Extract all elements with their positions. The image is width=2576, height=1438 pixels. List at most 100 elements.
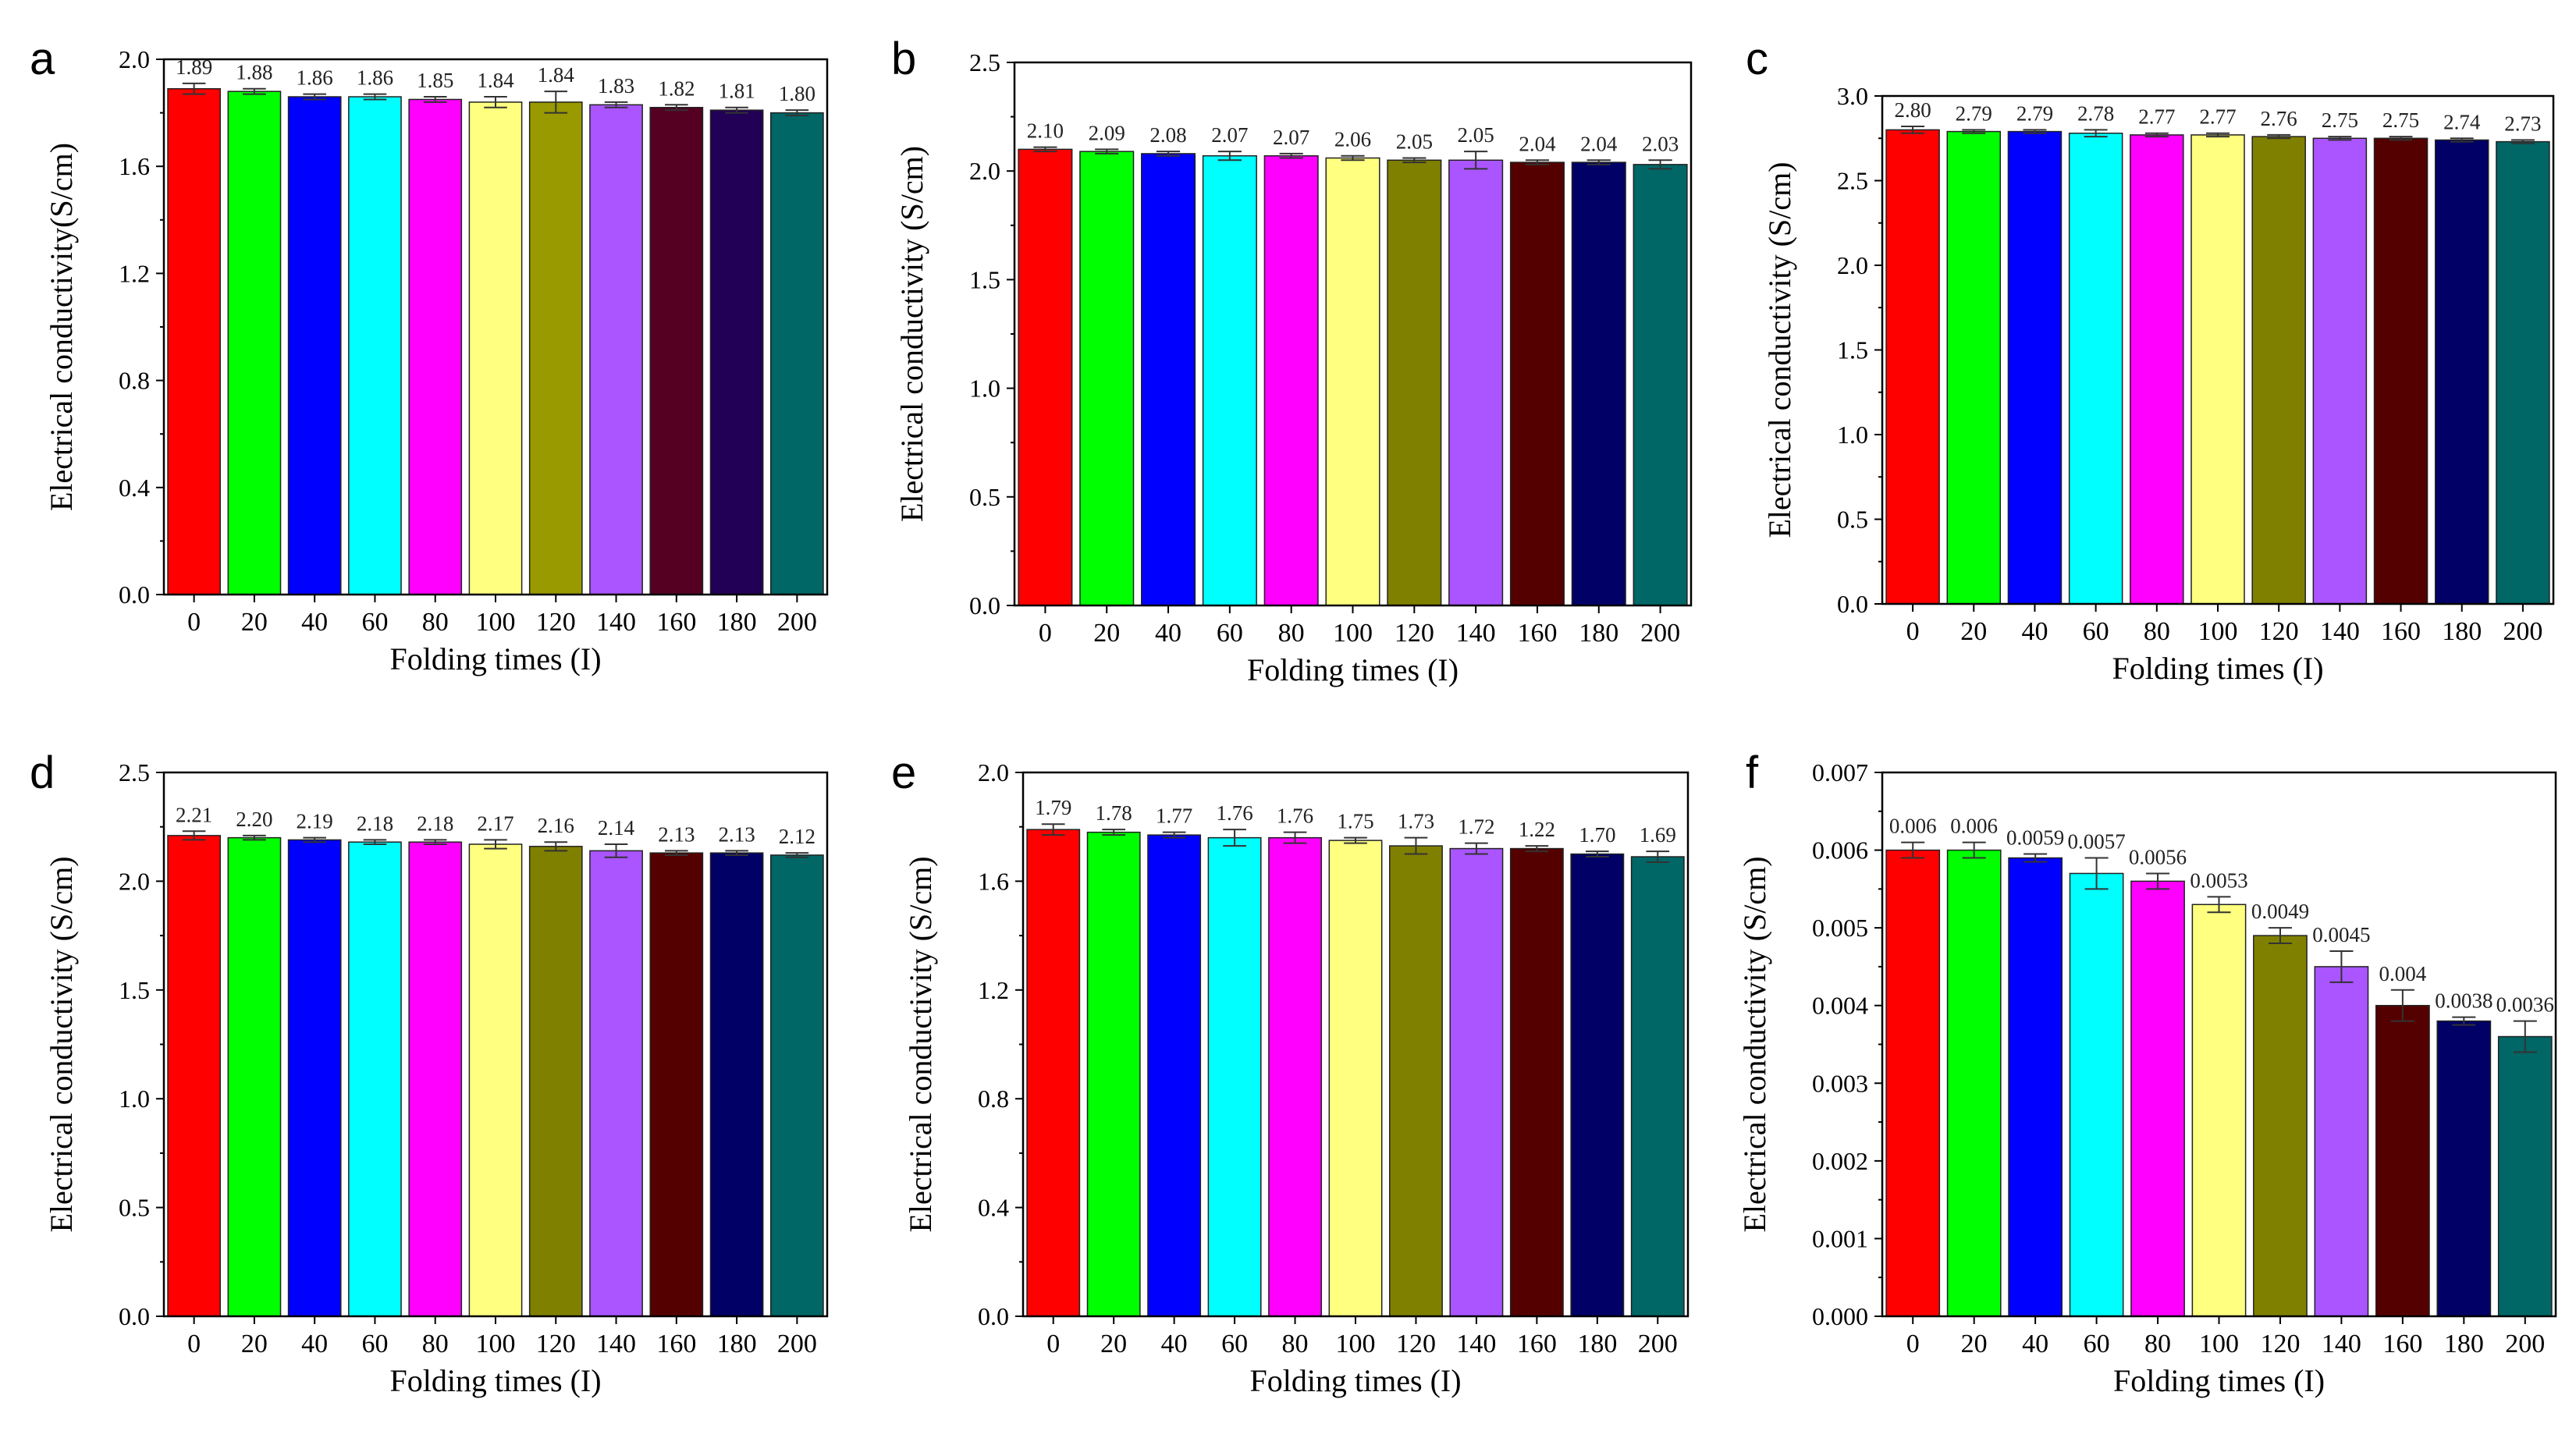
- data-label: 2.74: [2443, 110, 2481, 133]
- x-axis-label: Folding times (I): [389, 1363, 601, 1398]
- bar: [1328, 840, 1383, 1317]
- y-axis-label: Electrical conductivity (S/cm): [894, 146, 929, 522]
- x-tick-label: 200: [1640, 619, 1680, 648]
- data-label: 2.75: [2322, 108, 2358, 132]
- bar: [1268, 836, 1322, 1317]
- bar: [1449, 847, 1504, 1317]
- x-tick-label: 80: [2144, 1330, 2171, 1358]
- data-label: 0.0059: [2006, 826, 2064, 850]
- data-label: 2.21: [176, 803, 212, 826]
- x-tick-label: 120: [2260, 1330, 2300, 1358]
- x-tick-label: 160: [2381, 617, 2421, 646]
- y-tick-label: 0.5: [1837, 506, 1868, 534]
- y-tick-label: 2.5: [969, 48, 1000, 76]
- data-label: 0.006: [1950, 815, 1998, 838]
- panel-letter: b: [891, 34, 916, 84]
- data-label: 2.19: [297, 810, 333, 833]
- bar: [1263, 154, 1319, 606]
- y-tick-label: 0.002: [1812, 1147, 1868, 1175]
- bar: [1448, 159, 1504, 606]
- y-tick-label: 0.4: [978, 1194, 1009, 1222]
- data-label: 2.79: [2016, 101, 2053, 125]
- data-label: 2.06: [1334, 128, 1371, 151]
- bar: [408, 841, 463, 1317]
- x-tick-label: 40: [1161, 1330, 1188, 1358]
- bar: [287, 839, 342, 1317]
- bar: [589, 104, 643, 595]
- data-label: 2.05: [1396, 130, 1433, 153]
- bar: [2253, 935, 2308, 1317]
- y-tick-label: 0.006: [1812, 836, 1868, 865]
- x-tick-label: 140: [1456, 1330, 1496, 1358]
- x-tick-label: 60: [361, 1330, 388, 1358]
- bar: [1202, 154, 1257, 606]
- bar: [2130, 134, 2184, 605]
- y-tick-label: 0.5: [119, 1194, 150, 1222]
- y-tick-label: 0.005: [1812, 914, 1868, 942]
- x-axis-label: Folding times (I): [2112, 651, 2323, 686]
- x-tick-label: 60: [1217, 619, 1243, 648]
- data-label: 0.0057: [2067, 830, 2125, 854]
- data-label: 1.70: [1579, 823, 1615, 847]
- bar: [770, 854, 824, 1317]
- y-tick-label: 3.0: [1837, 82, 1868, 110]
- x-tick-label: 20: [1961, 1330, 1988, 1358]
- x-axis-label: Folding times (I): [1247, 652, 1459, 687]
- bar: [1387, 159, 1442, 606]
- y-tick-label: 0.8: [119, 367, 150, 395]
- data-label: 2.79: [1956, 101, 1992, 125]
- chart-panel-d: d 2.21 0 2.20 20 2.19 40 2.18 60 2.18 80 2.17 100 2.1…: [30, 747, 829, 1398]
- y-tick-label: 0.001: [1812, 1224, 1868, 1252]
- bar: [2314, 966, 2369, 1317]
- bar: [227, 836, 282, 1317]
- x-tick-label: 140: [1456, 619, 1496, 648]
- x-tick-label: 100: [476, 608, 516, 637]
- x-tick-label: 180: [1577, 1330, 1617, 1358]
- bar: [1018, 148, 1073, 606]
- x-tick-label: 120: [536, 1330, 576, 1358]
- bar: [528, 846, 583, 1317]
- y-tick-label: 1.6: [978, 867, 1009, 895]
- data-label: 2.05: [1458, 123, 1494, 147]
- y-tick-label: 1.0: [1837, 421, 1868, 449]
- panel-letter: f: [1746, 747, 1759, 798]
- bar: [2191, 904, 2247, 1317]
- x-tick-label: 0: [1039, 619, 1052, 648]
- data-label: 0.0036: [2496, 993, 2554, 1017]
- x-tick-label: 160: [656, 608, 696, 637]
- x-tick-label: 60: [361, 608, 388, 637]
- bar: [649, 852, 704, 1317]
- bar: [2497, 1035, 2553, 1317]
- data-label: 2.07: [1211, 123, 1248, 147]
- data-label: 0.0045: [2312, 923, 2370, 946]
- bar: [1026, 829, 1081, 1317]
- panel-letter: a: [30, 34, 55, 84]
- y-tick-label: 2.0: [978, 758, 1009, 786]
- data-label: 2.17: [477, 811, 513, 835]
- x-tick-label: 100: [1336, 1330, 1376, 1358]
- x-tick-label: 0: [1906, 1330, 1920, 1358]
- x-tick-label: 140: [596, 1330, 636, 1358]
- bar: [1325, 157, 1380, 606]
- data-label: 2.18: [417, 811, 453, 835]
- data-label: 1.76: [1277, 804, 1313, 828]
- y-tick-label: 2.5: [1837, 167, 1868, 195]
- y-tick-label: 1.0: [119, 1085, 150, 1113]
- x-tick-label: 60: [2083, 617, 2109, 646]
- x-tick-label: 100: [2199, 1330, 2239, 1358]
- x-tick-label: 0: [1906, 617, 1920, 646]
- bar: [1570, 853, 1625, 1317]
- y-tick-label: 1.5: [1837, 336, 1868, 364]
- data-label: 1.75: [1337, 810, 1373, 833]
- x-tick-label: 100: [2198, 617, 2238, 646]
- bar: [408, 98, 463, 595]
- data-label: 1.80: [779, 82, 815, 105]
- x-tick-label: 0: [187, 1330, 201, 1358]
- bar: [1147, 834, 1202, 1317]
- x-tick-label: 100: [1333, 619, 1373, 648]
- data-label: 1.72: [1458, 815, 1494, 839]
- chart-panel-a: a 1.8901.88201.86401.86601.85801.841001.8…: [30, 34, 829, 676]
- data-label: 2.80: [1894, 98, 1931, 122]
- x-tick-label: 100: [476, 1330, 516, 1358]
- bar: [589, 850, 643, 1317]
